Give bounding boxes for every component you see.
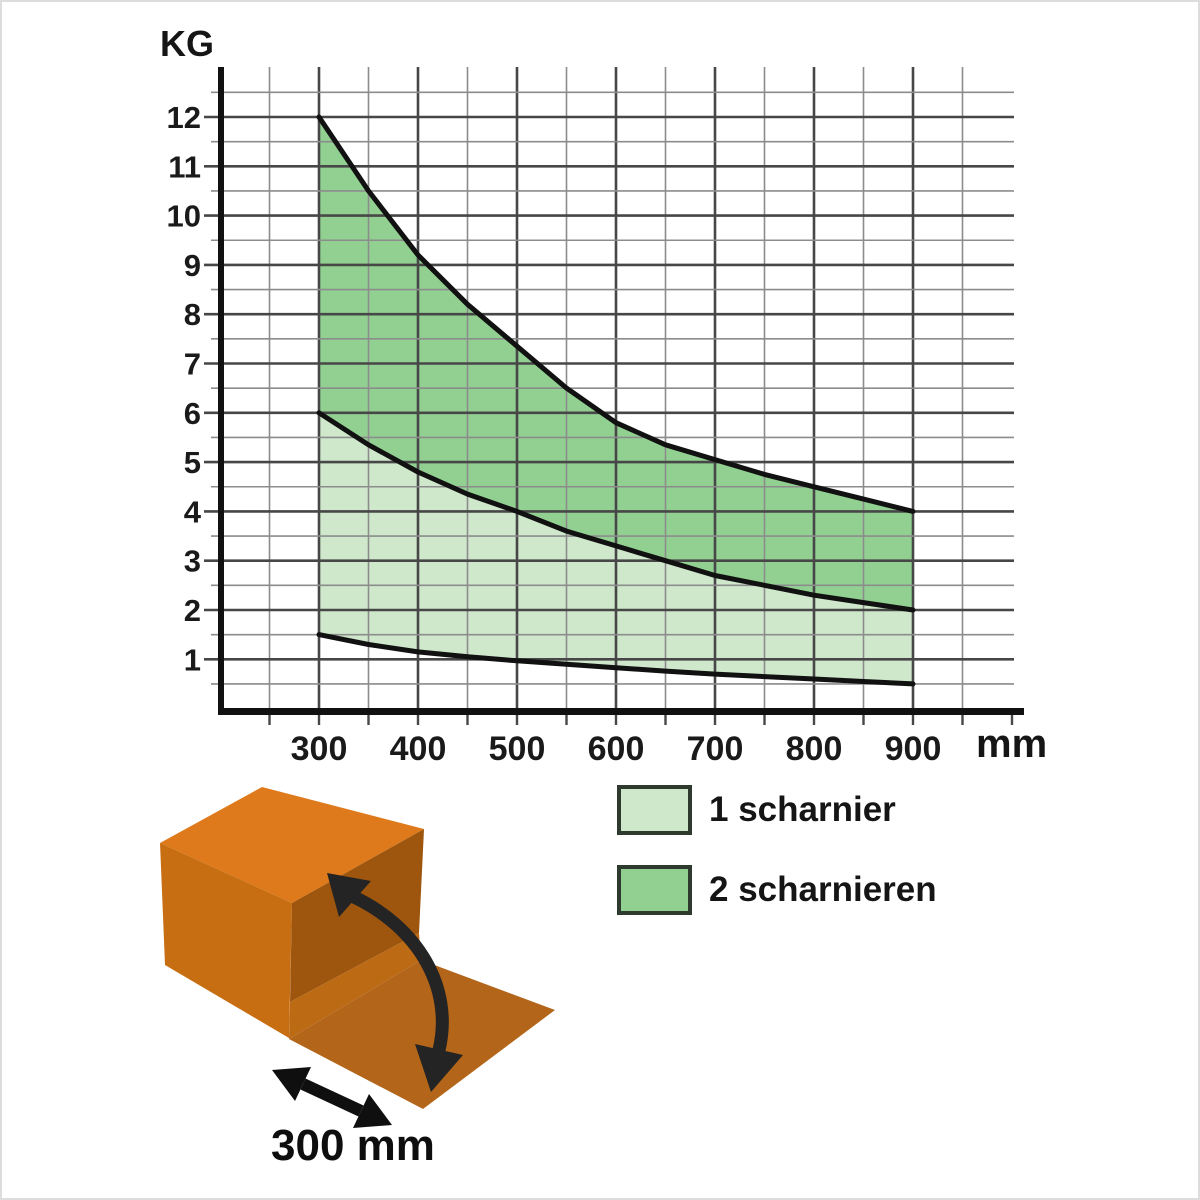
width-arrow-icon [272,1067,392,1128]
box-inner-wall [290,829,424,1002]
swing-arrow-shaft [351,891,449,1052]
y-tick-label: 9 [184,248,201,283]
x-tick-label: 800 [786,730,843,768]
box-width-caption: 300 mm [271,1121,435,1170]
legend-swatch-1-scharnier [617,785,692,835]
box-top-face [160,787,424,903]
y-tick-label: 5 [184,445,201,480]
curve-top [316,114,916,514]
y-tick-label: 10 [167,199,201,234]
swing-arrow-icon [327,873,463,1092]
x-tick-label: 700 [687,730,744,768]
x-tick-label: 900 [885,730,942,768]
legend-item-2-scharnieren: 2 scharnieren [617,865,937,915]
box-front-face [160,843,292,1038]
y-tick-label: 7 [184,347,201,382]
y-tick-label: 11 [168,149,201,184]
x-tick-label: 500 [489,730,546,768]
width-arrow-head-left [272,1067,311,1101]
x-axis-line [218,708,1024,715]
curve-bottom [316,632,916,687]
chart-axes [218,67,1024,715]
width-arrow-head-right [353,1094,392,1128]
legend-label-1-scharnier: 1 scharnier [709,790,896,829]
width-arrow-shaft [300,1078,364,1117]
y-tick-label: 3 [184,544,201,579]
y-tick-label: 2 [184,593,201,628]
curve-middle [316,410,916,613]
y-tick-label: 6 [184,396,201,431]
chart-grid [204,67,1014,725]
y-tick-label: 4 [184,494,202,529]
swing-arrow-head-down [415,1044,463,1092]
x-tick-label: 400 [390,730,447,768]
x-tick-label: 600 [588,730,645,768]
y-axis-line [218,67,224,715]
x-axis-title: mm [976,722,1048,766]
legend-swatch-2-scharnieren [617,865,692,915]
swing-arrow-head-up [327,873,371,917]
legend-item-1-scharnier: 1 scharnier [617,785,896,835]
y-tick-label: 12 [167,100,201,135]
x-tick-label: 300 [291,730,348,768]
legend-label-2-scharnieren: 2 scharnieren [709,870,937,909]
chart-curves [316,114,916,687]
box-open-flap [289,960,555,1109]
box-inner-floor [289,933,421,1039]
box-illustration [160,787,555,1128]
y-tick-label: 8 [184,297,201,332]
y-tick-label: 1 [184,642,201,677]
y-axis-title: KG [160,23,214,64]
